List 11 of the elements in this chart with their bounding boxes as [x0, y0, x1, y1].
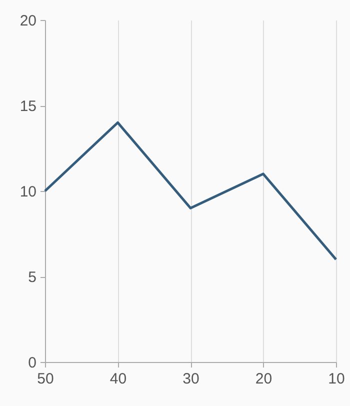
y-tick-label: 5: [28, 269, 36, 286]
y-tick-label: 15: [20, 98, 36, 115]
x-tick-label: 20: [255, 370, 272, 388]
line-series: [44, 121, 338, 261]
y-tick-label: 0: [28, 354, 36, 372]
y-tick-label: 20: [20, 12, 36, 30]
x-tick-label: 10: [328, 370, 345, 388]
y-tick-label: 10: [20, 184, 36, 200]
x-tick-label: 50: [37, 370, 54, 388]
x-tick-label: 30: [182, 370, 200, 388]
x-tick-label: 40: [110, 370, 127, 388]
